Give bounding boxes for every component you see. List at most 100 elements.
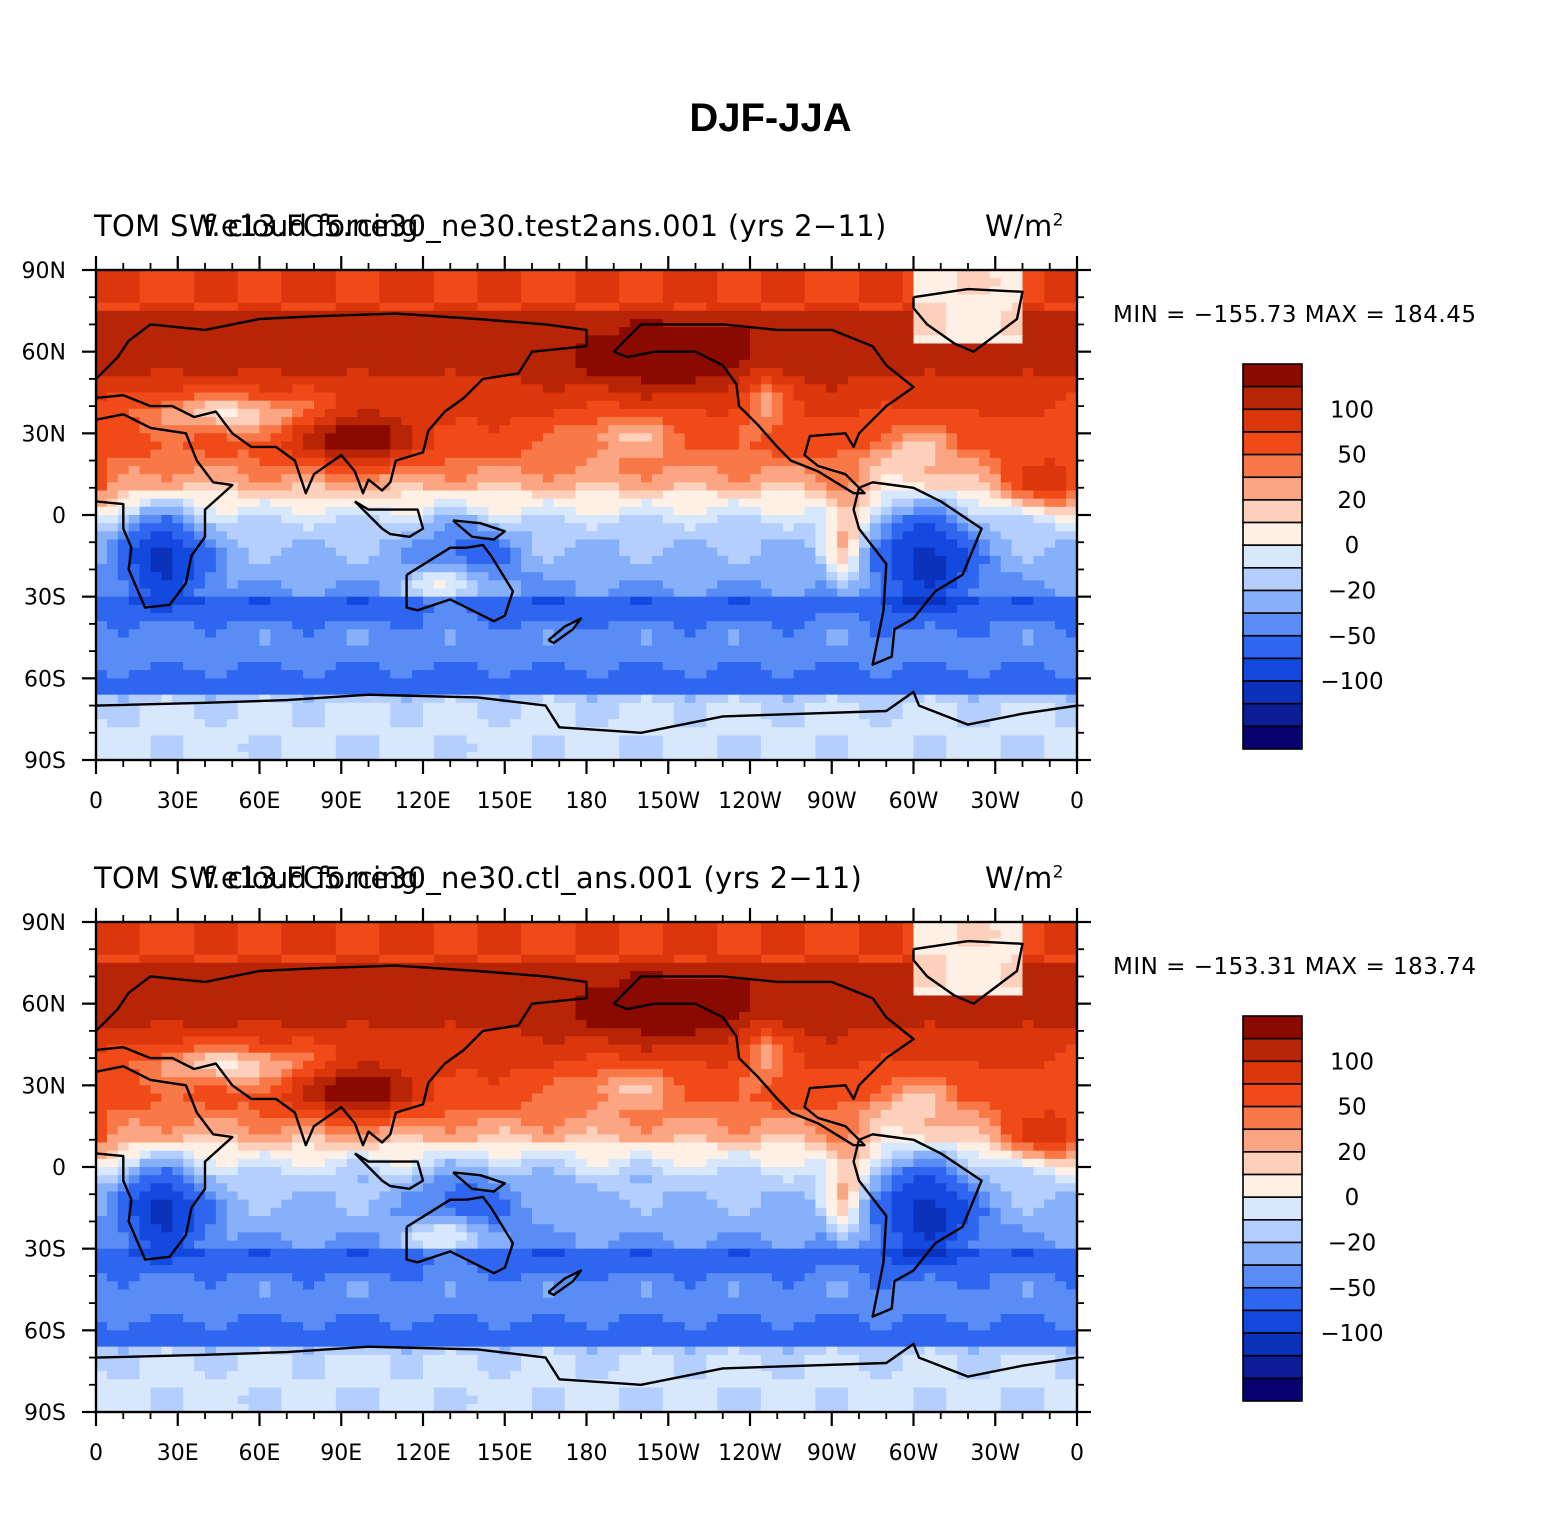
field-cell [771, 539, 784, 549]
field-cell [946, 449, 958, 459]
field-cell [1066, 278, 1077, 287]
field-cell [564, 466, 577, 475]
field-cell [150, 490, 162, 500]
field-cell [542, 449, 555, 459]
field-cell [455, 449, 468, 459]
field-cell [390, 670, 402, 679]
field-cell [804, 368, 816, 377]
field-cell [880, 343, 893, 353]
field-cell [423, 564, 435, 573]
field-cell [117, 286, 130, 296]
field-cell [194, 376, 206, 385]
field-cell [466, 343, 479, 353]
field-cell [793, 278, 806, 287]
field-cell [172, 441, 184, 451]
field-cell [139, 433, 152, 443]
field-cell [1000, 547, 1013, 557]
field-cell [564, 310, 577, 320]
field-cell [1066, 400, 1077, 410]
field-cell [172, 506, 184, 516]
field-cell [357, 286, 370, 296]
field-cell [1000, 702, 1013, 712]
field-cell [488, 327, 500, 336]
field-cell [608, 359, 620, 369]
field-cell [488, 662, 500, 671]
field-cell [684, 498, 697, 508]
field-cell [913, 678, 925, 688]
field-cell [412, 515, 424, 524]
field-cell [880, 310, 893, 320]
field-cell [641, 392, 653, 402]
field-cell [346, 433, 359, 443]
field-cell [564, 555, 577, 565]
field-cell [390, 310, 402, 320]
field-cell [608, 572, 620, 581]
field-cell [848, 474, 860, 483]
field-cell [630, 662, 642, 671]
field-cell [728, 302, 740, 312]
field-cell [401, 278, 413, 287]
field-cell [150, 392, 162, 402]
field-cell [1055, 474, 1067, 483]
field-cell [869, 702, 882, 712]
field-cell [303, 327, 315, 336]
field-cell [717, 270, 729, 279]
field-cell [314, 555, 326, 565]
field-cell [412, 531, 424, 541]
field-cell [139, 588, 152, 598]
field-cell [651, 278, 664, 287]
field-cell [968, 523, 980, 532]
field-cell [455, 596, 468, 606]
field-cell [401, 523, 413, 532]
field-cell [510, 645, 522, 655]
field-cell [586, 506, 598, 516]
field-cell [1011, 637, 1024, 647]
field-cell [390, 368, 402, 377]
field-cell [226, 670, 239, 679]
field-cell [117, 302, 130, 312]
field-cell [314, 433, 326, 443]
field-cell [924, 604, 936, 614]
field-cell [390, 433, 402, 443]
field-cell [357, 335, 370, 345]
field-cell [630, 482, 642, 492]
field-cell [891, 302, 904, 312]
field-cell [401, 564, 413, 573]
field-cell [346, 613, 359, 622]
field-cell [771, 621, 784, 630]
field-cell [848, 613, 860, 622]
field-cell [106, 694, 119, 704]
field-cell [597, 408, 609, 418]
field-cell [521, 637, 533, 647]
field-cell [281, 466, 293, 475]
field-cell [488, 670, 500, 679]
field-cell [390, 613, 402, 622]
field-cell [433, 572, 446, 581]
field-cell [499, 580, 511, 590]
field-cell [848, 417, 860, 426]
field-cell [968, 400, 980, 410]
field-cell [1000, 343, 1013, 353]
field-cell [869, 286, 882, 296]
field-cell [946, 547, 958, 557]
field-cell [357, 278, 370, 287]
field-cell [433, 596, 446, 606]
field-cell [1011, 408, 1024, 418]
field-cell [303, 466, 315, 475]
field-cell [1044, 711, 1056, 720]
field-cell [423, 645, 435, 655]
field-cell [837, 294, 849, 304]
field-cell [564, 335, 577, 345]
field-cell [292, 645, 304, 655]
field-cell [651, 449, 664, 459]
field-cell [368, 270, 380, 279]
field-cell [848, 694, 860, 704]
field-cell [1000, 498, 1013, 508]
field-cell [357, 457, 370, 467]
field-cell [205, 653, 217, 663]
field-cell [259, 466, 271, 475]
field-cell [771, 523, 784, 532]
field-cell [880, 351, 893, 361]
field-cell [510, 384, 522, 394]
field-cell [913, 613, 925, 622]
